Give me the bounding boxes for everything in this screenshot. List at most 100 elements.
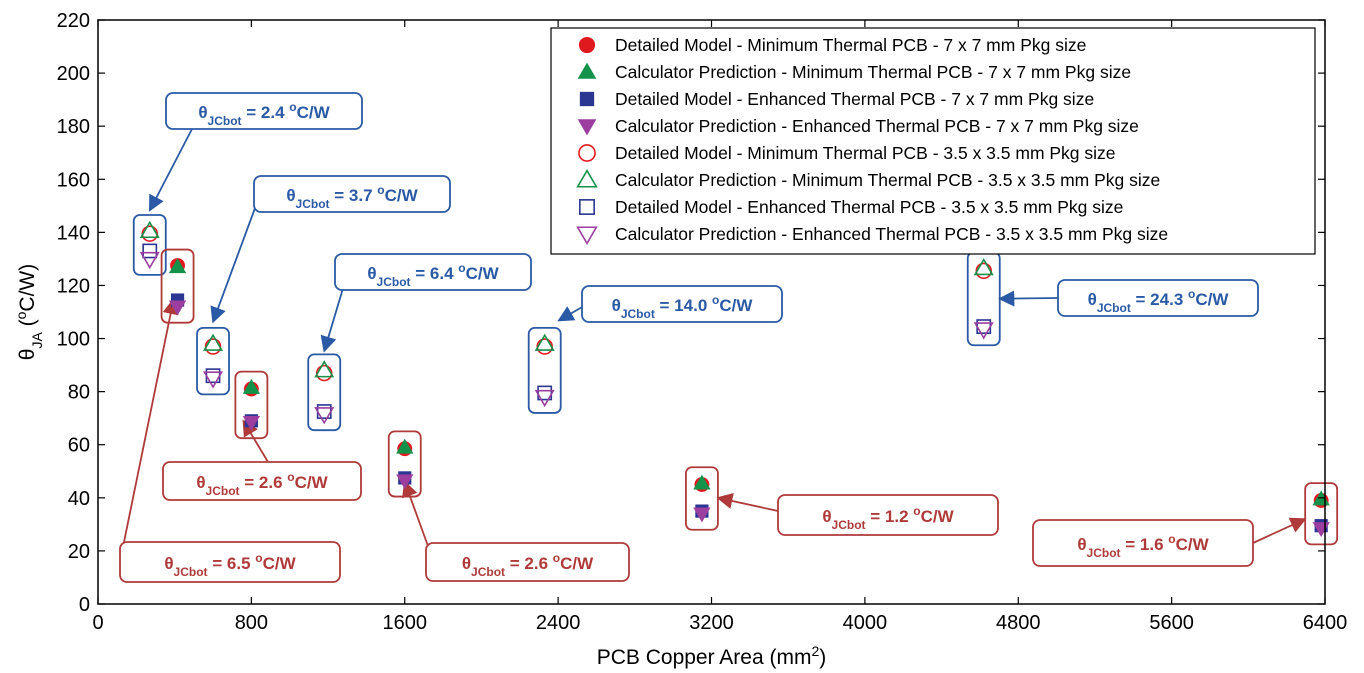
- data-point-marker: [168, 258, 187, 274]
- annotation-label-symbol: θ: [462, 554, 471, 573]
- annotation-label-sub: JCbot: [296, 197, 330, 211]
- highlight-box: [160, 248, 195, 324]
- annotation-label-unit: C/W: [263, 554, 297, 573]
- annotation-label-value: = 14.0: [655, 296, 712, 315]
- y-axis-label-open: (: [16, 319, 39, 332]
- annotation-label-sup: o: [553, 551, 560, 565]
- annotation: θJCbot = 24.3 oC/W: [1057, 279, 1259, 317]
- data-point-marker: [396, 474, 414, 490]
- legend-item: Calculator Prediction - Minimum Thermal …: [577, 62, 1131, 82]
- highlight-box: [132, 214, 167, 276]
- annotation-box: [119, 541, 341, 583]
- data-point-marker: [242, 415, 261, 431]
- x-axis-label-end: ): [819, 646, 826, 669]
- y-axis-label: θJA (oC/W): [13, 264, 45, 360]
- y-tick-label: 20: [68, 541, 90, 563]
- annotation-label-symbol: θ: [822, 507, 831, 526]
- x-tick-label: 6400: [1303, 612, 1348, 634]
- annotation-label-sub: JCbot: [377, 275, 411, 289]
- annotation-arrow: [716, 493, 779, 512]
- legend-label: Calculator Prediction - Enhanced Thermal…: [615, 116, 1139, 136]
- y-tick-label: 120: [57, 275, 90, 297]
- legend-label: Detailed Model - Enhanced Thermal PCB - …: [615, 89, 1094, 109]
- annotation-label-value: = 24.3: [1131, 290, 1188, 309]
- annotation-label: θJCbot = 2.6 oC/W: [462, 551, 594, 579]
- data-point-marker: [534, 389, 555, 408]
- y-tick-label: 0: [79, 594, 90, 616]
- legend-item: Detailed Model - Minimum Thermal PCB - 7…: [578, 35, 1086, 55]
- legend: Detailed Model - Minimum Thermal PCB - 7…: [550, 27, 1316, 255]
- data-point-marker: [314, 360, 335, 378]
- annotation-label: θJCbot = 1.2 oC/W: [822, 504, 954, 532]
- annotation-label: θJCbot = 1.6 oC/W: [1077, 532, 1209, 560]
- annotation-label-value: = 6.4: [411, 264, 459, 283]
- legend-label: Calculator Prediction - Minimum Thermal …: [615, 170, 1160, 190]
- data-point-marker: [168, 300, 187, 316]
- annotation-label-sup: o: [289, 100, 296, 114]
- annotation-box: [1057, 279, 1259, 317]
- annotation-label-value: = 2.6: [240, 473, 288, 492]
- data-point-marker: [577, 62, 597, 79]
- legend-item: Detailed Model - Enhanced Thermal PCB - …: [579, 89, 1094, 109]
- annotation-arrow: [320, 284, 345, 353]
- annotation-label-sub: JCbot: [206, 484, 240, 498]
- legend-item: Calculator Prediction - Enhanced Thermal…: [576, 224, 1168, 245]
- annotation-box: [581, 285, 783, 323]
- annotation: θJCbot = 1.2 oC/W: [777, 494, 999, 536]
- legend-item: Detailed Model - Minimum Thermal PCB - 3…: [578, 143, 1116, 163]
- annotation-label-symbol: θ: [1088, 290, 1097, 309]
- data-point-marker: [314, 407, 335, 425]
- legend-label: Calculator Prediction - Enhanced Thermal…: [615, 224, 1168, 244]
- annotation-label-sup: o: [913, 504, 920, 518]
- annotation-label-symbol: θ: [286, 186, 295, 205]
- annotation-box: [777, 494, 999, 536]
- data-point-marker: [579, 91, 595, 107]
- x-tick-label: 3200: [689, 612, 734, 634]
- annotation-label-symbol: θ: [198, 103, 207, 122]
- legend-item: Detailed Model - Enhanced Thermal PCB - …: [579, 197, 1123, 217]
- annotation-label: θJCbot = 2.6 oC/W: [196, 470, 328, 498]
- highlight-box: [966, 251, 1001, 347]
- x-tick-label: 2400: [536, 612, 581, 634]
- data-point-marker: [139, 251, 160, 270]
- annotation-label-value: = 2.6: [505, 554, 553, 573]
- annotation-label-symbol: θ: [196, 473, 205, 492]
- legend-label: Detailed Model - Minimum Thermal PCB - 7…: [615, 35, 1086, 55]
- x-axis-label-sup: 2: [811, 643, 819, 659]
- x-axis-label-main: PCB Copper Area (mm: [597, 646, 812, 669]
- annotation-label-value: = 2.4: [242, 103, 290, 122]
- data-point-marker: [973, 257, 994, 276]
- annotation-label-sub: JCbot: [621, 307, 655, 321]
- data-point-marker: [973, 322, 994, 340]
- annotation-box: [1032, 519, 1254, 567]
- data-point-marker: [577, 119, 597, 136]
- annotation-label: θJCbot = 14.0 oC/W: [612, 293, 754, 321]
- annotation-arrow: [998, 290, 1059, 307]
- legend-label: Calculator Prediction - Minimum Thermal …: [615, 62, 1131, 82]
- annotation-label-unit: C/W: [466, 264, 500, 283]
- annotation-label-symbol: θ: [164, 554, 173, 573]
- data-point-marker: [242, 379, 261, 394]
- annotation-label-symbol: θ: [1077, 535, 1086, 554]
- legend-item: Calculator Prediction - Enhanced Thermal…: [577, 116, 1139, 136]
- data-point-marker: [139, 220, 160, 239]
- annotation-label: θJCbot = 24.3 oC/W: [1088, 287, 1230, 315]
- x-tick-label: 4800: [996, 612, 1041, 634]
- annotation-label-sup: o: [712, 293, 719, 307]
- annotation-label-value: = 1.2: [866, 507, 914, 526]
- annotation-label: θJCbot = 6.5 oC/W: [164, 551, 296, 579]
- y-tick-label: 220: [57, 10, 90, 32]
- annotation-arrow: [402, 480, 429, 547]
- annotation-label-sup: o: [1168, 532, 1175, 546]
- series-group: [168, 300, 1330, 537]
- x-tick-label: 0: [92, 612, 103, 634]
- data-point-marker: [315, 364, 333, 382]
- annotation-arrow: [210, 199, 259, 324]
- legend-box: [550, 27, 1316, 255]
- annotation-label-sup: o: [377, 183, 384, 197]
- y-tick-label: 200: [57, 63, 90, 85]
- x-tick-label: 5600: [1149, 612, 1194, 634]
- annotation-label-sub: JCbot: [1087, 546, 1121, 560]
- legend-item: Calculator Prediction - Minimum Thermal …: [576, 169, 1160, 190]
